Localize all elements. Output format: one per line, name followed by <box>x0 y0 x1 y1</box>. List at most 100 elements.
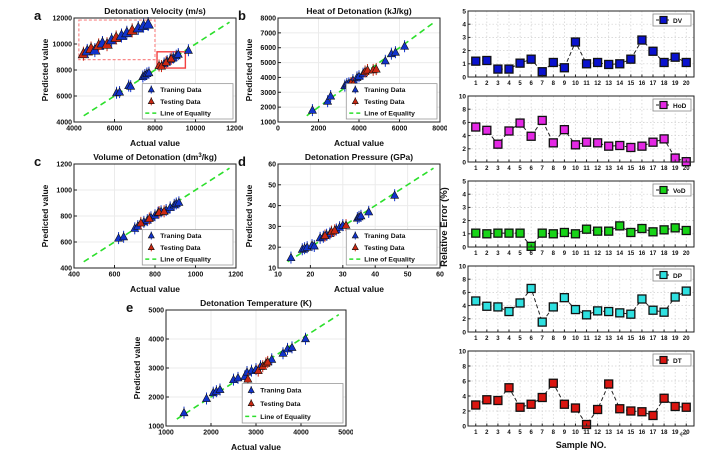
svg-text:10: 10 <box>572 336 579 342</box>
svg-text:16: 16 <box>639 251 646 257</box>
svg-text:1: 1 <box>474 166 478 172</box>
svg-text:60: 60 <box>268 162 276 169</box>
detonation-pressure-chart: 10 20 30 40 50 60 10 20 30 40 50 60 Detonation Press… <box>245 152 444 294</box>
svg-text:1: 1 <box>474 81 478 87</box>
panel-label-b: b <box>238 8 246 23</box>
svg-text:18: 18 <box>661 166 668 172</box>
svg-text:1000: 1000 <box>148 424 164 431</box>
svg-text:Sample NO.: Sample NO. <box>556 440 607 450</box>
svg-text:3000: 3000 <box>148 366 164 373</box>
svg-text:1000: 1000 <box>188 272 204 279</box>
svg-text:7000: 7000 <box>260 30 276 37</box>
svg-text:DP: DP <box>673 273 683 280</box>
svg-text:12: 12 <box>594 336 601 342</box>
svg-text:6: 6 <box>462 120 466 127</box>
svg-text:12: 12 <box>594 251 601 257</box>
svg-text:10: 10 <box>274 272 282 279</box>
svg-text:19: 19 <box>672 251 679 257</box>
svg-text:Predicted value: Predicted value <box>133 336 142 399</box>
svg-text:4000: 4000 <box>56 120 72 127</box>
scatter-panel-d: d 10 20 30 40 50 60 10 20 30 40 50 60 Detonation Pre… <box>238 152 447 294</box>
detonation-temperature-chart: 1000 2000 3000 4000 5000 1000 2000 3000 4000 5000… <box>133 298 353 452</box>
svg-text:15: 15 <box>628 81 635 87</box>
svg-text:600: 600 <box>109 272 121 279</box>
svg-text:2: 2 <box>462 146 466 153</box>
svg-text:50: 50 <box>268 182 276 189</box>
svg-text:11: 11 <box>583 81 590 87</box>
svg-text:3: 3 <box>496 166 500 172</box>
svg-text:12: 12 <box>594 430 601 436</box>
svg-text:13: 13 <box>605 251 612 257</box>
svg-text:11: 11 <box>583 166 590 172</box>
svg-text:17: 17 <box>650 81 657 87</box>
svg-text:5: 5 <box>518 430 522 436</box>
svg-text:6: 6 <box>462 378 466 385</box>
svg-text:Volume of Detonation (dm3/kg): Volume of Detonation (dm3/kg) <box>93 152 217 162</box>
svg-text:400: 400 <box>68 272 80 279</box>
heat-of-detonation-chart: 0 2000 4000 6000 8000 1000 2000 3000 4000 5000 600… <box>245 6 447 148</box>
svg-text:12: 12 <box>594 166 601 172</box>
svg-text:19: 19 <box>672 336 679 342</box>
svg-text:1: 1 <box>462 61 466 68</box>
svg-text:800: 800 <box>149 272 161 279</box>
panel-label-e: e <box>126 300 134 315</box>
svg-text:14: 14 <box>616 251 623 257</box>
svg-text:9: 9 <box>563 336 567 342</box>
relative-error-axis-label: Relative Error (%) <box>439 187 450 267</box>
svg-text:8000: 8000 <box>260 16 276 23</box>
svg-text:4: 4 <box>507 336 511 342</box>
svg-text:Traning Data: Traning Data <box>364 233 405 240</box>
svg-text:60: 60 <box>436 272 444 279</box>
svg-text:15: 15 <box>628 430 635 436</box>
svg-text:40: 40 <box>268 203 276 210</box>
svg-text:8: 8 <box>552 251 556 257</box>
svg-text:6000: 6000 <box>107 126 123 133</box>
svg-text:Actual value: Actual value <box>334 138 384 148</box>
svg-text:800: 800 <box>60 214 72 221</box>
svg-text:2: 2 <box>462 48 466 55</box>
svg-text:Traning Data: Traning Data <box>260 388 301 395</box>
svg-text:14: 14 <box>616 336 623 342</box>
svg-text:4: 4 <box>462 393 466 400</box>
panel-label-c: c <box>34 154 42 169</box>
scatter-panel-e: e 1000 2000 3000 4000 5000 1000 2000 3000 4000 50… <box>126 298 353 452</box>
svg-text:3: 3 <box>496 251 500 257</box>
svg-text:Testing Data: Testing Data <box>364 245 405 252</box>
svg-text:2: 2 <box>485 430 489 436</box>
svg-text:14: 14 <box>616 166 623 172</box>
svg-text:30: 30 <box>339 272 347 279</box>
svg-text:1: 1 <box>474 251 478 257</box>
svg-text:20: 20 <box>683 166 690 172</box>
svg-text:5: 5 <box>462 178 466 185</box>
svg-text:3: 3 <box>462 35 466 42</box>
svg-text:5: 5 <box>518 336 522 342</box>
svg-text:0: 0 <box>462 329 466 336</box>
svg-text:19: 19 <box>672 81 679 87</box>
svg-text:2: 2 <box>485 166 489 172</box>
paragraph-return-mark: ↵ <box>679 427 690 441</box>
svg-text:5: 5 <box>518 251 522 257</box>
svg-text:Actual value: Actual value <box>130 284 180 294</box>
svg-text:16: 16 <box>639 166 646 172</box>
svg-text:1200: 1200 <box>56 162 72 169</box>
svg-text:2: 2 <box>462 408 466 415</box>
svg-text:Testing Data: Testing Data <box>160 245 201 252</box>
svg-text:20: 20 <box>683 251 690 257</box>
svg-text:13: 13 <box>605 430 612 436</box>
svg-text:2: 2 <box>485 336 489 342</box>
svg-text:0: 0 <box>462 244 466 251</box>
svg-text:10: 10 <box>459 263 467 270</box>
svg-text:1000: 1000 <box>260 120 276 127</box>
svg-text:5: 5 <box>462 8 466 15</box>
svg-text:14: 14 <box>616 430 623 436</box>
svg-text:18: 18 <box>661 336 668 342</box>
svg-text:Detonation Pressure (GPa): Detonation Pressure (GPa) <box>305 152 413 162</box>
svg-text:VoD: VoD <box>673 188 686 195</box>
error-panel-dt: 0 2 4 6 8 10 1 2 3 4 5 6 7 8 9 10 11 12 13 14 15 16 17 18 19 20 Sa… <box>452 348 698 452</box>
svg-text:20: 20 <box>683 430 690 436</box>
svg-text:9: 9 <box>563 166 567 172</box>
svg-text:8000: 8000 <box>432 126 447 133</box>
svg-text:Traning Data: Traning Data <box>364 87 405 94</box>
svg-text:10000: 10000 <box>53 42 73 49</box>
svg-text:8000: 8000 <box>147 126 163 133</box>
